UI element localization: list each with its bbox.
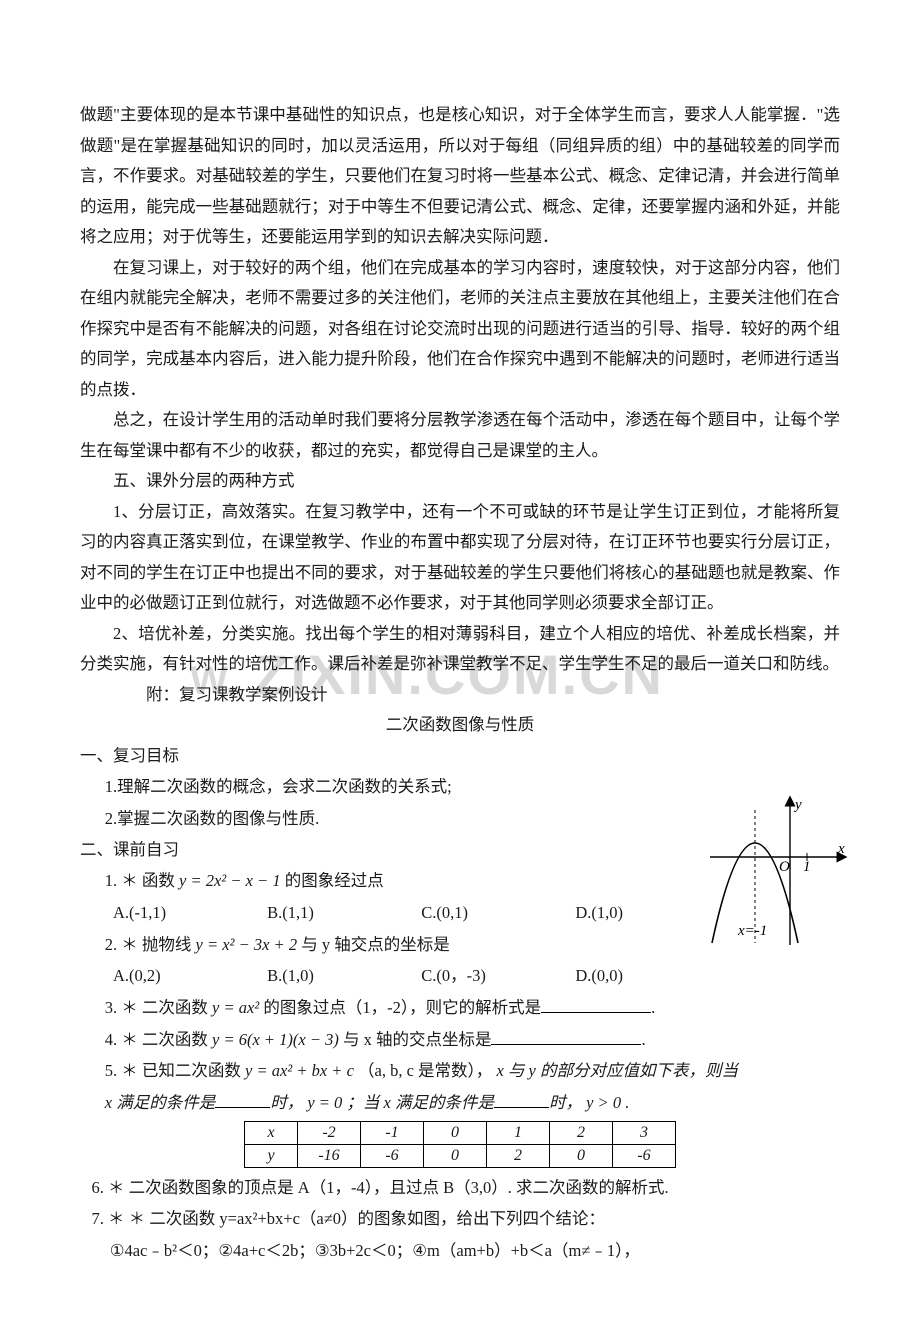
q2-math: y = x² − 3x + 2 bbox=[196, 935, 298, 954]
q2-choice-c: C.(0，-3) bbox=[421, 960, 571, 992]
table-cell: y bbox=[245, 1144, 298, 1167]
origin-label: O bbox=[779, 859, 790, 875]
table-cell: 2 bbox=[550, 1121, 613, 1144]
table-cell: -6 bbox=[613, 1144, 676, 1167]
q4-tail: . bbox=[641, 1030, 645, 1049]
q5-2b: 时， y = 0 ；当 x 满足的条件是 bbox=[270, 1093, 494, 1112]
paragraph-2: 在复习课上，对于较好的两个组，他们在完成基本的学习内容时，速度较快，对于这部分内… bbox=[80, 253, 840, 406]
question-7-line1: 7. ＊ ＊ 二次函数 y=ax²+bx+c（a≠0）的图象如图，给出下列四个结… bbox=[80, 1203, 840, 1235]
table-cell: x bbox=[245, 1121, 298, 1144]
q5-post: x 与 y 的部分对应值如下表，则当 bbox=[492, 1061, 738, 1080]
q4-math: y = 6(x + 1)(x − 3) bbox=[212, 1030, 339, 1049]
question-6: 6. ＊ 二次函数图象的顶点是 A（1，-4），且过点 B（3,0）. 求二次函… bbox=[80, 1172, 840, 1204]
q5-math: y = ax² + bx + c bbox=[245, 1061, 354, 1080]
q3-post: 的图象过点（1，-2），则它的解析式是 bbox=[259, 998, 541, 1017]
heading-5: 五、课外分层的两种方式 bbox=[80, 466, 840, 497]
q2-choice-b: B.(1,0) bbox=[267, 960, 417, 992]
q3-math: y = ax² bbox=[212, 998, 259, 1017]
q3-blank bbox=[541, 995, 651, 1013]
question-5-line1: 5. ＊ 已知二次函数 y = ax² + bx + c （a, b, c 是常… bbox=[80, 1055, 840, 1087]
question-3: 3. ＊ 二次函数 y = ax² 的图象过点（1，-2），则它的解析式是. bbox=[80, 992, 840, 1024]
paragraph-5: 2、培优补差，分类实施。找出每个学生的相对薄弱科目，建立个人相应的培优、补差成长… bbox=[80, 619, 840, 680]
question-2-choices: A.(0,2) B.(1,0) C.(0，-3) D.(0,0) bbox=[80, 960, 840, 992]
table-cell: 0 bbox=[424, 1144, 487, 1167]
q1-post: 的图象经过点 bbox=[281, 871, 384, 890]
table-cell: -1 bbox=[361, 1121, 424, 1144]
y-axis-label: y bbox=[793, 797, 802, 813]
q5-2c: 时， y > 0 . bbox=[549, 1093, 629, 1112]
x-axis-label: x bbox=[837, 841, 845, 857]
q3-tail: . bbox=[651, 998, 655, 1017]
question-4: 4. ＊ 二次函数 y = 6(x + 1)(x − 3) 与 x 轴的交点坐标… bbox=[80, 1024, 840, 1056]
question-7-line2: ①4ac﹣b²＜0；②4a+c＜2b；③3b+2c＜0；④m（am+b）+b＜a… bbox=[80, 1235, 840, 1267]
section-a-head: 一、复习目标 bbox=[80, 741, 840, 772]
case-title: 二次函数图像与性质 bbox=[80, 710, 840, 741]
q4-blank bbox=[491, 1027, 641, 1045]
table-cell: -16 bbox=[298, 1144, 361, 1167]
q4-pre: 4. ＊ 二次函数 bbox=[105, 1030, 212, 1049]
attachment-label: 附：复习课教学案例设计 bbox=[80, 680, 840, 711]
table-cell: 0 bbox=[424, 1121, 487, 1144]
q5-blank-1 bbox=[215, 1090, 270, 1108]
table-row: y -16 -6 0 2 0 -6 bbox=[245, 1144, 676, 1167]
question-5-line2: x 满足的条件是 时， y = 0 ；当 x 满足的条件是 时， y > 0 . bbox=[80, 1087, 840, 1119]
q5-blank-2 bbox=[494, 1090, 549, 1108]
x-minus-one-label: x=-1 bbox=[737, 923, 767, 939]
q2-pre: 2. ＊ 抛物线 bbox=[105, 935, 196, 954]
parabola-graph: y x O 1 x=-1 bbox=[690, 795, 850, 950]
one-label: 1 bbox=[803, 859, 811, 875]
paragraph-3: 总之，在设计学生用的活动单时我们要将分层教学渗透在每个活动中，渗透在每个题目中，… bbox=[80, 405, 840, 466]
q5-mid: （a, b, c 是常数）， bbox=[354, 1061, 492, 1080]
table-cell: -2 bbox=[298, 1121, 361, 1144]
q5-table-wrap: x -2 -1 0 1 2 3 y -16 -6 0 2 0 -6 bbox=[80, 1121, 840, 1168]
q1-choice-a: A.(-1,1) bbox=[113, 897, 263, 929]
table-cell: 2 bbox=[487, 1144, 550, 1167]
q1-pre: 1. ＊ 函数 bbox=[105, 871, 179, 890]
q4-post: 与 x 轴的交点坐标是 bbox=[339, 1030, 492, 1049]
paragraph-4: 1、分层订正，高效落实。在复习教学中，还有一个不可或缺的环节是让学生订正到位，才… bbox=[80, 497, 840, 619]
paragraph-1: 做题"主要体现的是本节课中基础性的知识点，也是核心知识，对于全体学生而言，要求人… bbox=[80, 100, 840, 253]
q5-pre: 5. ＊ 已知二次函数 bbox=[105, 1061, 245, 1080]
table-cell: 1 bbox=[487, 1121, 550, 1144]
q2-choice-a: A.(0,2) bbox=[113, 960, 263, 992]
table-cell: 3 bbox=[613, 1121, 676, 1144]
table-cell: 0 bbox=[550, 1144, 613, 1167]
q1-choice-c: C.(0,1) bbox=[421, 897, 571, 929]
q5-2a: x 满足的条件是 bbox=[105, 1093, 215, 1112]
q5-table: x -2 -1 0 1 2 3 y -16 -6 0 2 0 -6 bbox=[244, 1121, 676, 1168]
q1-choice-b: B.(1,1) bbox=[267, 897, 417, 929]
q3-pre: 3. ＊ 二次函数 bbox=[105, 998, 212, 1017]
table-cell: -6 bbox=[361, 1144, 424, 1167]
q1-math: y = 2x² − x − 1 bbox=[179, 871, 281, 890]
q2-post: 与 y 轴交点的坐标是 bbox=[297, 935, 450, 954]
table-row: x -2 -1 0 1 2 3 bbox=[245, 1121, 676, 1144]
q2-choice-d: D.(0,0) bbox=[575, 960, 725, 992]
